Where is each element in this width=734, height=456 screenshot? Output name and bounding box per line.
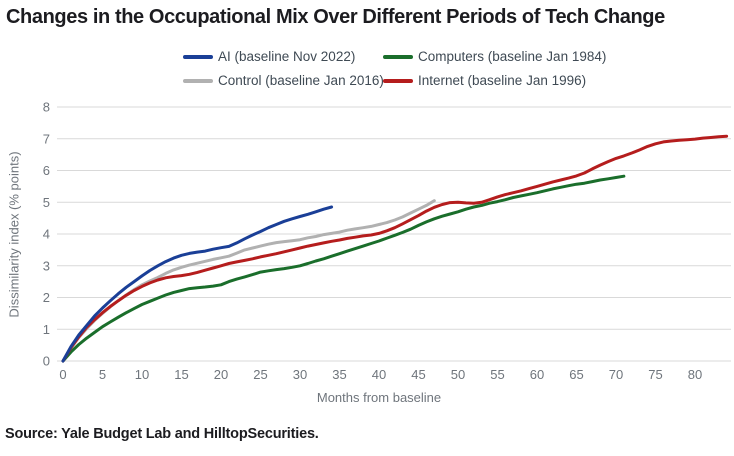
legend-label: AI (baseline Nov 2022): [218, 49, 356, 64]
legend-item-internet: Internet (baseline Jan 1996): [383, 73, 606, 88]
legend-label: Internet (baseline Jan 1996): [418, 73, 587, 88]
x-tick-label: 10: [135, 367, 149, 382]
x-tick-label: 65: [569, 367, 583, 382]
x-tick-label: 80: [688, 367, 702, 382]
series-line-computers: [61, 174, 626, 363]
legend-item-ai: AI (baseline Nov 2022): [183, 49, 383, 64]
legend-label: Control (baseline Jan 2016): [218, 73, 384, 88]
series-line-control: [61, 199, 436, 363]
y-tick-label: 6: [43, 163, 50, 178]
x-tick-label: 70: [609, 367, 623, 382]
legend: AI (baseline Nov 2022) Computers (baselin…: [183, 49, 606, 88]
x-tick-label: 30: [293, 367, 307, 382]
y-tick-label: 8: [43, 100, 50, 115]
y-tick-label: 2: [43, 290, 50, 305]
legend-item-control: Control (baseline Jan 2016): [183, 73, 384, 88]
legend-swatch-icon: [183, 78, 213, 83]
x-tick-label: 45: [411, 367, 425, 382]
y-tick-label: 5: [43, 195, 50, 210]
source-note: Source: Yale Budget Lab and HilltopSecur…: [5, 426, 319, 442]
x-tick-label: 20: [214, 367, 228, 382]
legend-swatch-icon: [183, 54, 213, 59]
x-tick-label: 25: [253, 367, 267, 382]
x-tick-label: 0: [59, 367, 66, 382]
legend-item-computers: Computers (baseline Jan 1984): [383, 49, 606, 64]
y-tick-label: 7: [43, 131, 50, 146]
y-tick-label: 1: [43, 322, 50, 337]
x-tick-label: 15: [174, 367, 188, 382]
legend-swatch-icon: [383, 54, 413, 59]
y-tick-label: 3: [43, 258, 50, 273]
y-tick-label: 4: [43, 227, 50, 242]
chart-title: Changes in the Occupational Mix Over Dif…: [6, 6, 665, 28]
x-tick-label: 75: [648, 367, 662, 382]
legend-label: Computers (baseline Jan 1984): [418, 49, 607, 64]
y-tick-label: 0: [43, 354, 50, 369]
x-tick-label: 60: [530, 367, 544, 382]
x-tick-label: 55: [490, 367, 504, 382]
x-tick-label: 40: [372, 367, 386, 382]
series-line-ai: [61, 205, 334, 363]
x-axis-title: Months from baseline: [316, 390, 442, 405]
x-tick-label: 35: [332, 367, 346, 382]
x-tick-label: 5: [99, 367, 106, 382]
legend-swatch-icon: [383, 78, 413, 83]
series-line-internet: [61, 134, 729, 363]
x-tick-label: 50: [451, 367, 465, 382]
